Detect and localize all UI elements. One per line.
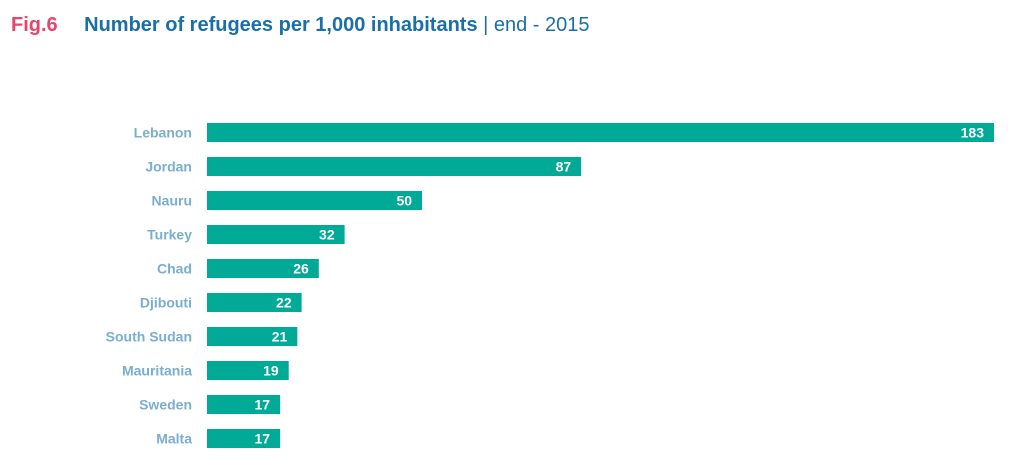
value-label-sweden: 17	[255, 397, 271, 413]
category-label-sweden: Sweden	[139, 397, 192, 413]
bar-south-sudan	[207, 327, 298, 346]
category-label-south-sudan: South Sudan	[106, 329, 192, 345]
value-label-turkey: 32	[319, 227, 335, 243]
category-label-lebanon: Lebanon	[134, 125, 192, 141]
category-label-malta: Malta	[156, 431, 192, 447]
bar-mauritania	[207, 361, 289, 380]
value-label-djibouti: 22	[276, 295, 292, 311]
bar-djibouti	[207, 293, 302, 312]
category-label-mauritania: Mauritania	[122, 363, 192, 379]
bar-sweden	[207, 395, 281, 414]
chart-header: Fig.6 Number of refugees per 1,000 inhab…	[11, 14, 590, 37]
category-label-nauru: Nauru	[152, 193, 192, 209]
category-label-djibouti: Djibouti	[140, 295, 192, 311]
value-label-nauru: 50	[396, 193, 412, 209]
figure-label: Fig.6	[11, 14, 58, 36]
value-label-malta: 17	[255, 431, 271, 447]
value-label-south-sudan: 21	[272, 329, 288, 345]
bar-turkey	[207, 225, 345, 244]
chart-subtitle: | end - 2015	[477, 14, 590, 36]
category-label-jordan: Jordan	[145, 159, 192, 175]
bar-lebanon	[207, 123, 994, 142]
value-label-lebanon: 183	[961, 125, 985, 141]
bar-jordan	[207, 157, 582, 176]
value-label-chad: 26	[293, 261, 309, 277]
value-label-mauritania: 19	[263, 363, 279, 379]
bar-nauru	[207, 191, 423, 210]
category-label-turkey: Turkey	[147, 227, 192, 243]
chart-title: Number of refugees per 1,000 inhabitants	[84, 14, 478, 36]
bar-chad	[207, 259, 319, 278]
bar-malta	[207, 429, 281, 448]
value-label-jordan: 87	[556, 159, 572, 175]
category-label-chad: Chad	[157, 261, 192, 277]
